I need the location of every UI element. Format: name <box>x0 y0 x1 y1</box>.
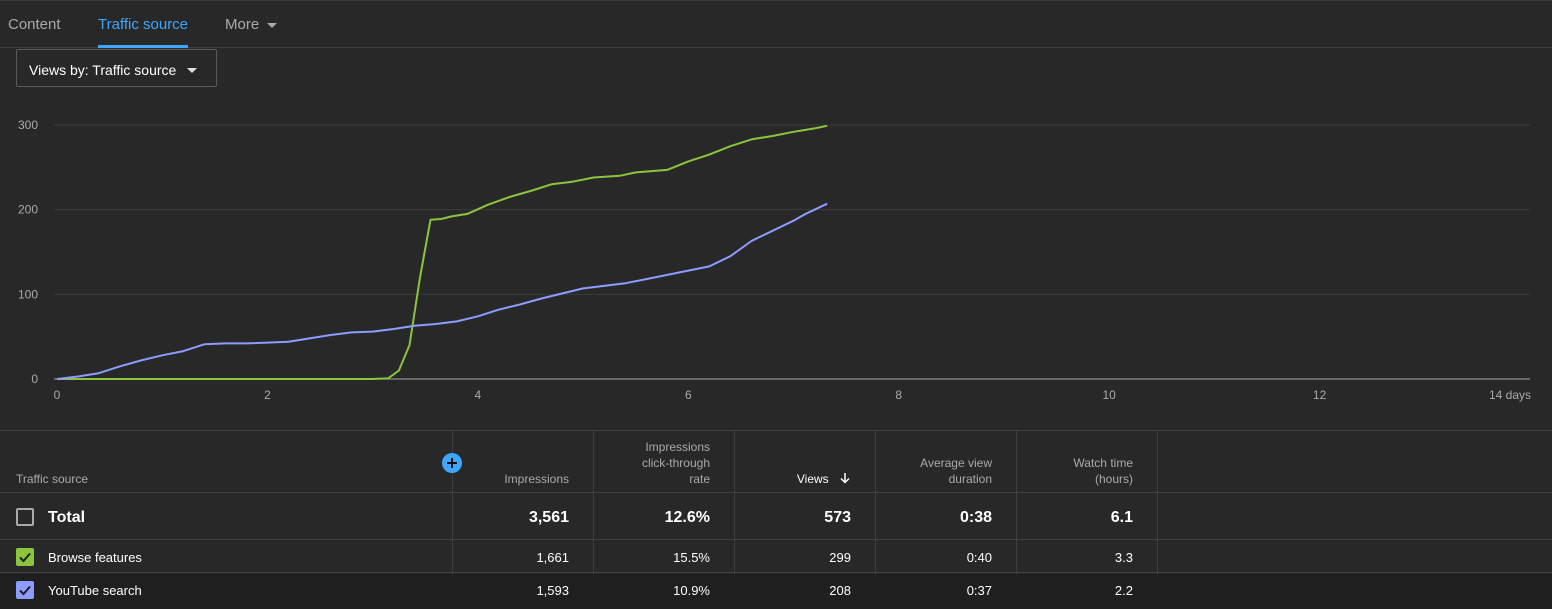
column-divider <box>593 431 594 609</box>
total-avd: 0:38 <box>959 509 992 526</box>
header-views[interactable]: Views <box>734 471 875 487</box>
column-divider <box>1157 431 1158 609</box>
header-avd-line: Average view <box>920 456 992 470</box>
views-by-dropdown-label: Views by: Traffic source <box>29 62 177 78</box>
x-tick-label: 14 days <box>1489 388 1531 402</box>
header-views-label: Views <box>796 472 829 486</box>
x-tick-label: 4 <box>475 388 482 402</box>
total-watch-time: 6.1 <box>1110 509 1133 526</box>
analytics-tab-bar: Content Traffic source More <box>0 0 1552 48</box>
column-divider <box>875 431 876 609</box>
youtube-search-line <box>56 202 828 380</box>
tab-content-label: Content <box>8 16 61 33</box>
youtube-search-checkbox[interactable] <box>16 581 34 599</box>
header-impressions[interactable]: Impressions <box>452 471 593 487</box>
header-watch-line: Watch time <box>1073 456 1133 470</box>
browse-features-line <box>57 124 828 380</box>
total-ctr: 12.6% <box>664 509 710 526</box>
header-traffic-source: Traffic source <box>16 471 316 487</box>
row-avd: 0:40 <box>966 550 992 565</box>
x-tick-label: 2 <box>264 388 271 402</box>
tab-more-label: More <box>225 16 260 33</box>
x-tick-label: 10 <box>1102 388 1116 402</box>
total-label-text: Total <box>48 509 86 526</box>
table-row[interactable]: Browse features 1,661 15.5% 299 0:40 3.3 <box>0 541 1552 573</box>
row-watch-time: 3.3 <box>1114 550 1133 565</box>
header-impressions-label: Impressions <box>504 472 569 486</box>
tab-more[interactable]: More <box>225 1 278 48</box>
row-ctr: 10.9% <box>673 583 710 598</box>
tab-content[interactable]: Content <box>8 1 61 48</box>
y-tick-label: 0 <box>31 372 38 386</box>
table-total-row: Total 3,561 12.6% 573 0:38 6.1 <box>0 493 1552 540</box>
chevron-down-icon <box>187 68 197 73</box>
column-divider <box>452 431 453 609</box>
row-source-label: Browse features <box>48 550 142 565</box>
add-metric-button[interactable] <box>442 453 462 473</box>
row-impressions: 1,593 <box>536 583 569 598</box>
x-tick-label: 6 <box>685 388 692 402</box>
column-divider <box>734 431 735 609</box>
chevron-down-icon <box>267 22 278 28</box>
check-icon <box>19 552 31 563</box>
total-label: Total <box>48 509 348 527</box>
row-views: 208 <box>829 583 851 598</box>
column-divider <box>1016 431 1017 609</box>
check-icon <box>19 585 31 596</box>
y-tick-label: 200 <box>18 203 38 217</box>
total-impressions: 3,561 <box>528 509 569 526</box>
sort-descending-icon <box>840 473 850 484</box>
total-views: 573 <box>824 509 851 526</box>
row-views: 299 <box>829 550 851 565</box>
header-average-view-duration[interactable]: Average view duration <box>875 455 1016 487</box>
y-tick-label: 300 <box>18 118 38 132</box>
views-by-dropdown[interactable]: Views by: Traffic source <box>16 49 217 87</box>
row-source-label: YouTube search <box>48 583 142 598</box>
header-ctr-line: rate <box>689 472 710 486</box>
header-ctr[interactable]: Impressions click-through rate <box>593 439 734 487</box>
total-checkbox[interactable] <box>16 508 34 526</box>
row-watch-time: 2.2 <box>1114 583 1133 598</box>
row-avd: 0:37 <box>966 583 992 598</box>
header-avd-line: duration <box>948 472 992 486</box>
traffic-source-table: Traffic source Impressions Impressions c… <box>0 430 1552 609</box>
x-tick-label: 8 <box>895 388 902 402</box>
table-row[interactable]: YouTube search 1,593 10.9% 208 0:37 2.2 <box>0 574 1552 609</box>
header-watch-line: (hours) <box>1094 472 1133 486</box>
x-tick-label: 12 <box>1313 388 1327 402</box>
row-impressions: 1,661 <box>536 550 569 565</box>
tab-traffic-source[interactable]: Traffic source <box>98 1 189 48</box>
row-ctr: 15.5% <box>673 550 710 565</box>
y-tick-label: 100 <box>18 287 38 301</box>
browse-features-checkbox[interactable] <box>16 548 34 566</box>
traffic-source-chart: 0 100 200 300 0 2 4 6 8 10 12 14 days <box>18 118 1531 402</box>
header-ctr-line: Impressions <box>645 440 710 454</box>
table-header-row: Traffic source Impressions Impressions c… <box>0 431 1552 493</box>
x-tick-label: 0 <box>54 388 61 402</box>
tab-traffic-source-label: Traffic source <box>98 16 189 33</box>
header-traffic-source-label: Traffic source <box>16 472 89 486</box>
header-watch-time[interactable]: Watch time (hours) <box>1016 455 1157 487</box>
header-ctr-line: click-through <box>641 456 710 470</box>
